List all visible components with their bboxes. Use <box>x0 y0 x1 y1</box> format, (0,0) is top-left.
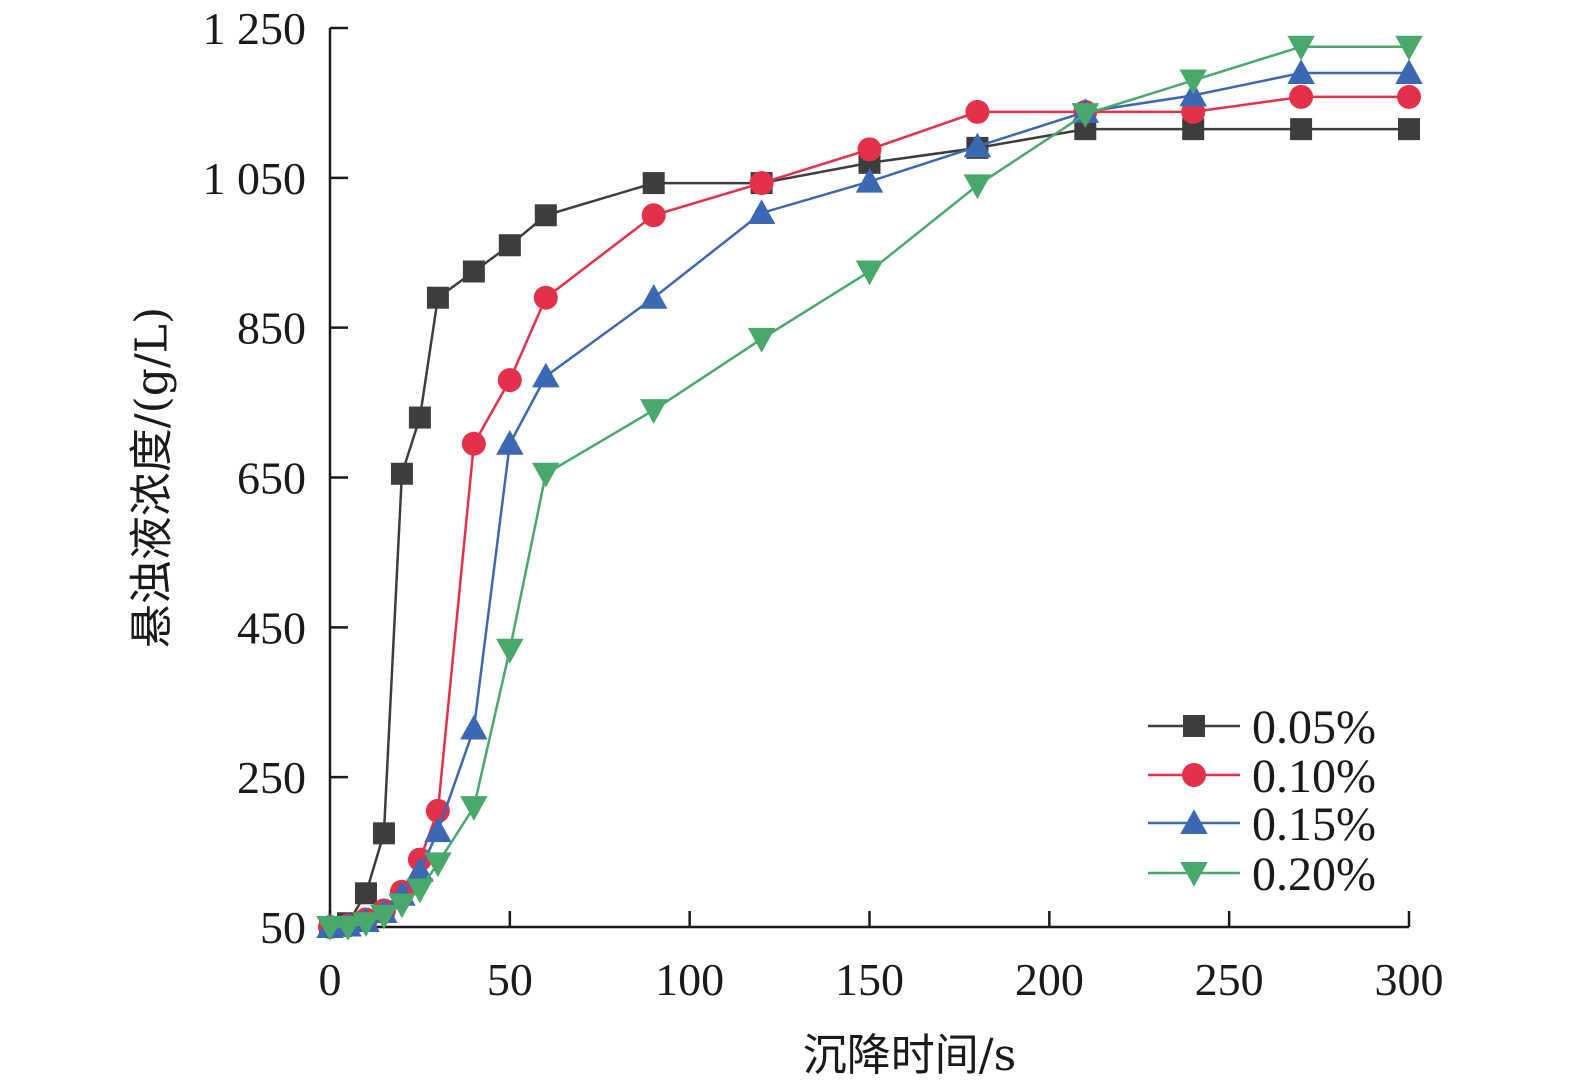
x-axis-title: 沉降时间/s <box>803 1030 1016 1081</box>
y-tick-label: 450 <box>237 602 306 653</box>
data-point <box>533 285 558 310</box>
data-point <box>747 199 776 225</box>
series-4 <box>316 35 1423 941</box>
x-tick-label: 150 <box>835 954 904 1005</box>
data-point <box>1395 59 1423 84</box>
y-axis-title: 悬浊液浓度/(g/L) <box>127 307 178 648</box>
data-point <box>334 916 362 941</box>
y-tick-label: 1 050 <box>203 153 307 204</box>
data-point <box>857 137 882 162</box>
legend-marker <box>1180 862 1208 887</box>
x-tick-label: 100 <box>655 954 724 1005</box>
data-point <box>496 638 524 664</box>
x-tick-label: 200 <box>1015 954 1084 1005</box>
data-point <box>855 260 884 286</box>
data-point <box>963 174 992 200</box>
data-point <box>424 852 452 878</box>
legend-marker <box>1182 763 1206 787</box>
series-line <box>329 95 1409 929</box>
legend-label: 0.20% <box>1252 848 1376 901</box>
data-point <box>498 234 521 257</box>
data-point <box>532 462 560 488</box>
data-point <box>390 462 413 485</box>
data-point <box>1398 118 1420 141</box>
x-tick-label: 300 <box>1375 954 1444 1005</box>
data-point <box>460 714 488 740</box>
x-tick-label: 250 <box>1195 954 1264 1005</box>
data-point <box>965 99 990 124</box>
series-line <box>329 127 1409 929</box>
data-point <box>406 878 434 904</box>
data-point <box>1289 84 1314 109</box>
y-tick-label: 1 250 <box>203 3 307 54</box>
data-point <box>406 857 434 882</box>
data-point <box>496 430 524 455</box>
data-point <box>642 172 665 195</box>
legend-label: 0.05% <box>1252 701 1376 754</box>
data-point <box>352 912 380 938</box>
data-point <box>1179 69 1207 95</box>
legend-item: 0.20% <box>1148 848 1376 901</box>
data-point <box>963 132 992 158</box>
legend-item: 0.15% <box>1148 798 1376 851</box>
axes: 0 50 100 150 200 250 300 50 250 450 650 850 1 050 1 … <box>203 3 1444 1005</box>
legend-item: 0.05% <box>1148 701 1376 754</box>
data-point <box>316 916 344 941</box>
data-point <box>1395 35 1423 61</box>
data-point <box>1074 118 1097 141</box>
legend-item: 0.10% <box>1148 750 1376 803</box>
data-point <box>1397 84 1421 109</box>
x-ticks: 0 50 100 150 200 250 300 <box>319 911 1444 1005</box>
data-point <box>639 399 668 424</box>
legend: 0.05%0.10%0.15%0.20% <box>1148 701 1376 901</box>
data-point <box>461 431 486 456</box>
data-point <box>370 904 398 930</box>
y-tick-label: 250 <box>237 752 306 803</box>
y-tick-label: 650 <box>237 453 306 504</box>
legend-label: 0.10% <box>1252 750 1376 803</box>
legend-marker <box>1183 715 1205 737</box>
legend-marker <box>1180 809 1208 834</box>
data-point <box>855 167 884 193</box>
data-point <box>1287 35 1315 61</box>
data-point <box>462 260 485 283</box>
y-ticks: 50 250 450 650 850 1 050 1 250 <box>203 3 348 953</box>
data-point <box>1182 118 1205 141</box>
data-point <box>424 817 452 843</box>
data-point <box>532 362 560 388</box>
x-tick-label: 0 <box>319 954 342 1005</box>
data-point <box>408 406 431 429</box>
data-point <box>354 882 377 905</box>
legend-label: 0.15% <box>1252 798 1376 851</box>
data-point <box>1290 118 1313 141</box>
data-point <box>460 796 488 821</box>
x-tick-label: 50 <box>487 954 533 1005</box>
series-line <box>329 71 1409 929</box>
series-layer <box>316 35 1423 941</box>
y-tick-label: 850 <box>237 303 306 354</box>
data-point <box>426 286 449 309</box>
data-point <box>1287 59 1315 84</box>
data-point <box>747 327 776 353</box>
y-tick-label: 50 <box>260 902 306 953</box>
data-point <box>388 893 416 919</box>
data-point <box>534 204 557 227</box>
data-point <box>1071 103 1100 128</box>
data-point <box>372 822 395 845</box>
data-point <box>749 171 774 196</box>
data-point <box>497 368 522 393</box>
data-point <box>639 283 668 309</box>
data-point <box>641 203 666 228</box>
